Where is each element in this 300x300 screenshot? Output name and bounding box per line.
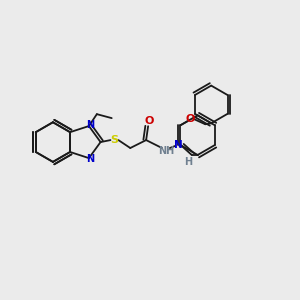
Text: O: O xyxy=(186,114,195,124)
Text: NH: NH xyxy=(158,146,174,156)
Text: N: N xyxy=(86,120,94,130)
Text: N: N xyxy=(86,154,94,164)
Text: N: N xyxy=(175,140,183,150)
Text: O: O xyxy=(144,116,154,126)
Text: H: H xyxy=(184,157,192,167)
Text: S: S xyxy=(110,135,118,145)
